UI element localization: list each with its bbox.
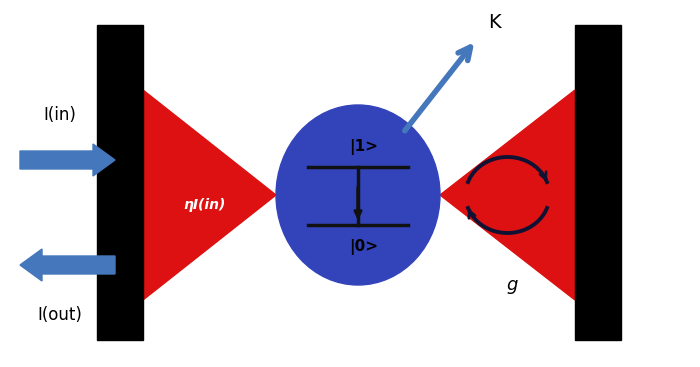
Bar (97, 25, 143, 340)
Polygon shape (440, 90, 575, 300)
Text: g: g (507, 276, 518, 294)
FancyArrow shape (20, 249, 115, 281)
Ellipse shape (276, 105, 440, 285)
Polygon shape (143, 90, 276, 300)
Text: I(out): I(out) (38, 306, 83, 324)
Text: |1>: |1> (349, 139, 379, 155)
Text: |0>: |0> (349, 239, 379, 255)
Text: I(in): I(in) (43, 106, 76, 124)
Bar (575, 25, 621, 340)
Text: K: K (488, 13, 500, 32)
FancyArrow shape (20, 144, 115, 176)
Text: ηI(in): ηI(in) (183, 198, 225, 212)
